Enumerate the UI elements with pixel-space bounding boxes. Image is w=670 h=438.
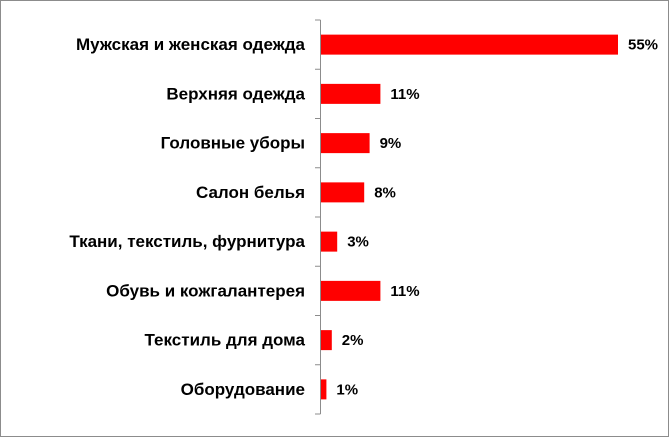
category-label: Головные уборы: [161, 134, 305, 153]
category-label: Текстиль для дома: [145, 331, 306, 350]
category-label: Верхняя одежда: [166, 84, 305, 103]
value-label: 8%: [374, 184, 396, 201]
bar: [321, 182, 365, 203]
value-label: 3%: [347, 234, 369, 251]
category-label: Салон белья: [196, 183, 305, 202]
bar: [321, 330, 332, 351]
category-label: Ткани, текстиль, фурнитура: [69, 232, 305, 251]
value-label: 2%: [342, 332, 364, 349]
value-label: 11%: [390, 283, 419, 300]
value-label: 9%: [380, 135, 402, 152]
bar: [321, 379, 327, 400]
bar: [321, 280, 381, 301]
bar: [321, 133, 370, 154]
category-label: Оборудование: [181, 380, 305, 399]
category-label: Обувь и кожгалантерея: [106, 281, 305, 300]
bar: [321, 231, 338, 252]
value-label: 1%: [336, 381, 358, 398]
value-label: 11%: [390, 86, 419, 103]
bar: [321, 83, 381, 104]
category-label: Мужская и женская одежда: [76, 35, 306, 54]
value-label: 55%: [628, 37, 658, 54]
bar: [321, 34, 618, 55]
